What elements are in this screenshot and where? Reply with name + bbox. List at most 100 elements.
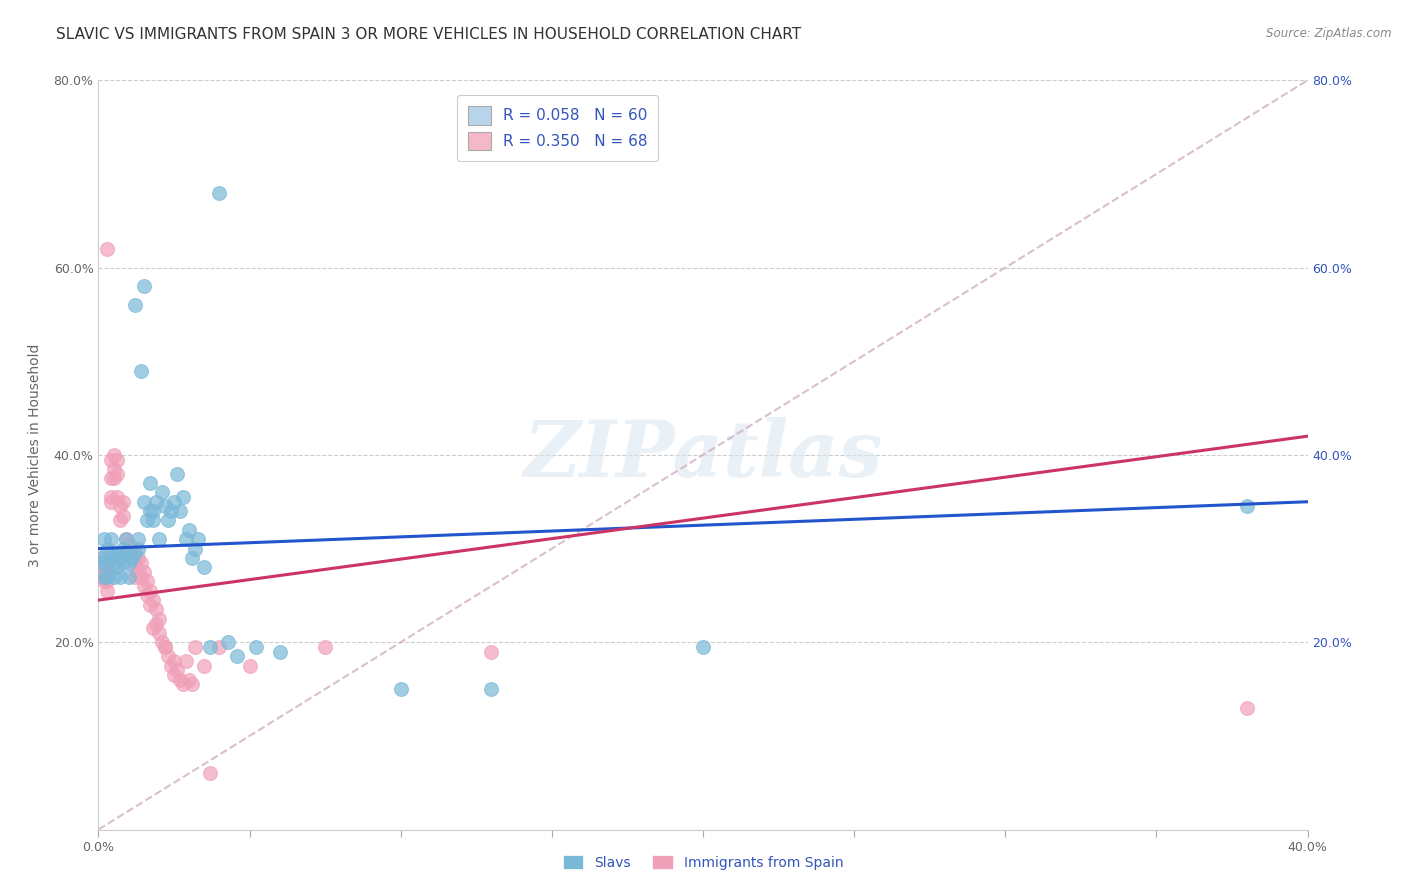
Point (142, 514, 165, 528)
Point (93, 551, 115, 566)
Point (118, 556, 141, 570)
Point (208, 186, 231, 200)
Point (103, 471, 125, 485)
Y-axis label: 3 or more Vehicles in Household: 3 or more Vehicles in Household (28, 343, 42, 566)
Point (132, 565, 155, 579)
Point (226, 649, 249, 664)
Point (481, 682, 503, 697)
Point (96, 574, 118, 589)
Point (105, 467, 128, 481)
Point (114, 546, 136, 560)
Point (127, 532, 149, 546)
Point (692, 640, 714, 654)
Point (184, 541, 207, 556)
Point (103, 570, 125, 584)
Point (179, 673, 201, 687)
Point (139, 583, 162, 598)
Point (100, 490, 122, 504)
Point (93, 574, 115, 589)
Point (156, 649, 179, 664)
Point (145, 494, 167, 508)
Point (153, 640, 176, 654)
Point (1236, 500, 1258, 514)
Point (184, 640, 207, 654)
Point (187, 532, 209, 546)
Point (193, 560, 215, 574)
Point (103, 462, 125, 476)
Point (148, 626, 170, 640)
Point (96, 556, 118, 570)
Point (111, 494, 134, 508)
Point (150, 485, 173, 500)
Point (172, 677, 194, 691)
Point (100, 452, 122, 467)
Point (148, 532, 170, 546)
Point (90, 556, 112, 570)
Point (163, 654, 186, 668)
Point (169, 504, 191, 518)
Point (103, 448, 125, 462)
Point (127, 541, 149, 556)
Point (100, 546, 122, 560)
Point (135, 514, 157, 528)
Point (193, 658, 215, 673)
Point (132, 279, 155, 293)
Point (129, 570, 152, 584)
Point (174, 532, 197, 546)
Point (108, 570, 131, 584)
Point (96, 556, 118, 570)
Point (108, 500, 131, 514)
Point (142, 621, 165, 635)
Point (156, 514, 179, 528)
Point (118, 537, 141, 551)
Point (142, 504, 165, 518)
Point (169, 673, 191, 687)
Point (105, 452, 128, 467)
Point (1236, 701, 1258, 715)
Point (124, 556, 146, 570)
Point (153, 500, 176, 514)
Point (105, 546, 128, 560)
Point (100, 471, 122, 485)
Point (90, 551, 112, 566)
Point (96, 242, 118, 256)
Point (114, 546, 136, 560)
Point (118, 546, 141, 560)
Text: SLAVIC VS IMMIGRANTS FROM SPAIN 3 OR MORE VEHICLES IN HOUSEHOLD CORRELATION CHAR: SLAVIC VS IMMIGRANTS FROM SPAIN 3 OR MOR… (56, 27, 801, 42)
Point (314, 640, 336, 654)
Point (160, 504, 183, 518)
Point (103, 556, 125, 570)
Point (200, 766, 222, 780)
Point (111, 508, 134, 523)
Point (132, 579, 155, 593)
Point (127, 551, 149, 566)
Point (181, 551, 204, 566)
Point (181, 677, 204, 691)
Point (208, 640, 231, 654)
Point (96, 565, 118, 579)
Point (163, 494, 186, 508)
Point (90, 570, 112, 584)
Point (90, 556, 112, 570)
Point (174, 654, 197, 668)
Point (124, 546, 146, 560)
Text: Source: ZipAtlas.com: Source: ZipAtlas.com (1267, 27, 1392, 40)
Point (100, 532, 122, 546)
Point (124, 570, 146, 584)
Point (163, 668, 186, 682)
Point (124, 298, 146, 312)
Point (145, 602, 167, 616)
Point (145, 616, 167, 631)
Point (160, 658, 183, 673)
Point (481, 644, 503, 658)
Point (100, 494, 122, 508)
Point (139, 504, 162, 518)
Point (132, 494, 155, 508)
Legend: Slavs, Immigrants from Spain: Slavs, Immigrants from Spain (557, 849, 849, 875)
Point (129, 556, 152, 570)
Point (153, 640, 176, 654)
Point (96, 583, 118, 598)
Point (108, 514, 131, 528)
Point (135, 589, 157, 603)
Point (93, 570, 115, 584)
